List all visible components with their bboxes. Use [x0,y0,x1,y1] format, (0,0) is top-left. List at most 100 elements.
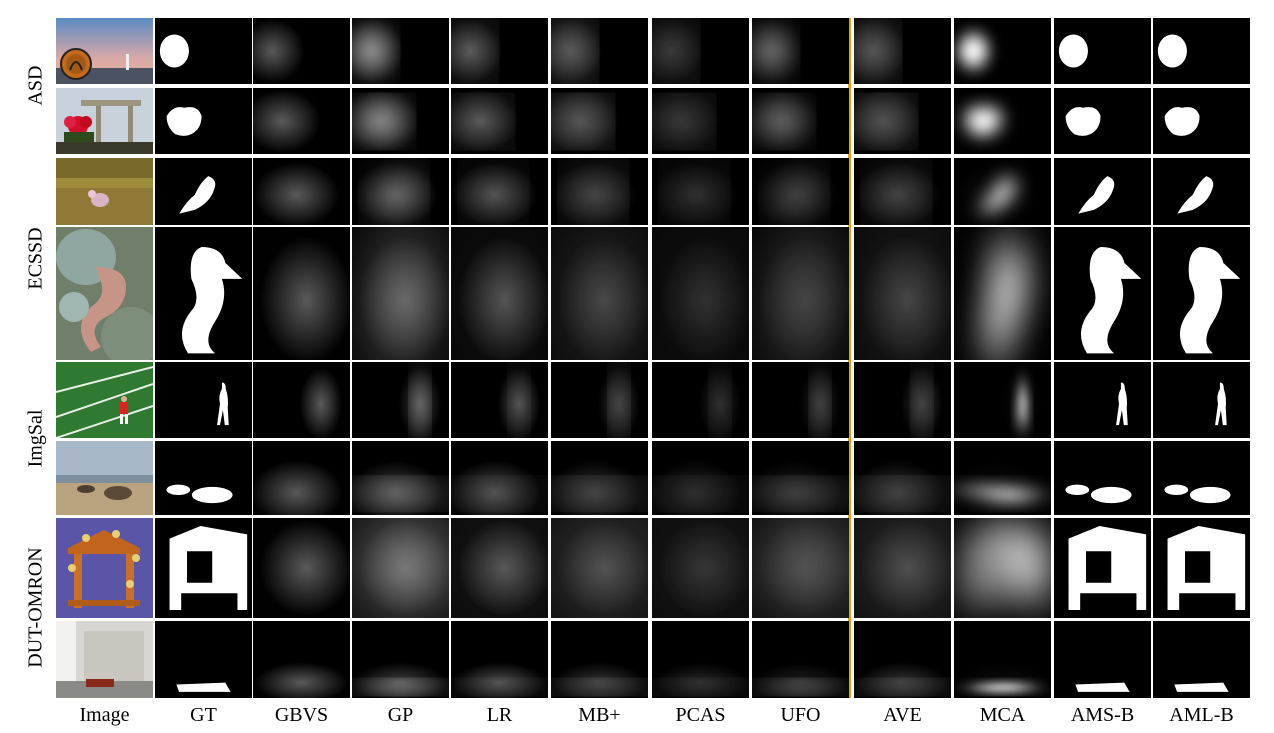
saliency-map-mca [954,362,1051,438]
saliency-map-ave [854,18,951,84]
column-label-gbvs: GBVS [274,704,329,726]
saliency-map-gbvs [253,362,350,438]
saliency-map-pcas [652,18,749,84]
saliency-map-gt [155,88,252,154]
saliency-map-ams-b [1054,158,1151,225]
saliency-map-gp [352,158,449,225]
saliency-map-gt [155,158,252,225]
saliency-map-gp [352,518,449,618]
saliency-map-ave [854,362,951,438]
saliency-map-gbvs [253,158,350,225]
saliency-map-aml-b [1153,362,1250,438]
saliency-map-pcas [652,362,749,438]
saliency-map-lr [451,621,548,698]
saliency-map-ave [854,621,951,698]
saliency-map-ave [854,518,951,618]
saliency-map-ams-b [1054,441,1151,515]
saliency-map-mb- [551,362,648,438]
saliency-map-gbvs [253,518,350,618]
saliency-map-mca [954,441,1051,515]
input-image-red-flower-and-gate [56,88,153,154]
saliency-map-aml-b [1153,621,1250,698]
saliency-map-mca [954,621,1051,698]
saliency-map-ufo [752,362,849,438]
saliency-map-lr [451,441,548,515]
saliency-map-gt [155,362,252,438]
column-label-gp: GP [387,704,414,726]
saliency-map-pcas [652,227,749,360]
input-image-rocks-on-beach [56,441,153,515]
saliency-map-gbvs [253,227,350,360]
saliency-map-mca [954,18,1051,84]
saliency-map-gbvs [253,441,350,515]
column-label-image: Image [79,704,130,726]
saliency-map-pcas [652,441,749,515]
saliency-map-gt [155,18,252,84]
saliency-map-ufo [752,621,849,698]
saliency-map-pcas [652,621,749,698]
saliency-map-ave [854,441,951,515]
saliency-map-mb- [551,88,648,154]
saliency-map-gt [155,621,252,698]
saliency-map-ams-b [1054,621,1151,698]
saliency-map-pcas [652,88,749,154]
saliency-map-ams-b [1054,88,1151,154]
saliency-map-ufo [752,227,849,360]
dataset-label-dut-omron: DUT-OMRON [24,547,47,668]
saliency-map-gt [155,227,252,360]
saliency-map-lr [451,362,548,438]
saliency-map-lr [451,518,548,618]
saliency-map-mb- [551,441,648,515]
saliency-map-mca [954,158,1051,225]
dataset-label-imgsal: ImgSal [24,409,47,467]
saliency-map-gbvs [253,18,350,84]
saliency-map-mb- [551,621,648,698]
column-label-ufo: UFO [780,704,821,726]
saliency-map-gp [352,88,449,154]
saliency-map-gt [155,518,252,618]
saliency-map-ave [854,158,951,225]
saliency-map-lr [451,227,548,360]
dataset-label-asd: ASD [24,65,47,106]
saliency-map-gp [352,18,449,84]
saliency-map-gbvs [253,621,350,698]
saliency-map-lr [451,18,548,84]
column-label-gt: GT [190,704,217,726]
input-image-room-with-bench [56,621,153,698]
saliency-map-mb- [551,518,648,618]
saliency-map-mb- [551,158,648,225]
saliency-map-ufo [752,518,849,618]
column-label-mca: MCA [979,704,1026,726]
saliency-map-mca [954,227,1051,360]
saliency-map-gp [352,227,449,360]
saliency-map-aml-b [1153,158,1250,225]
method-divider-line [848,18,851,698]
saliency-map-pcas [652,158,749,225]
input-image-wooden-arch [56,518,153,618]
saliency-map-aml-b [1153,441,1250,515]
saliency-map-ave [854,227,951,360]
input-image-seahorse [56,227,153,360]
column-label-aml-b: AML-B [1169,704,1234,726]
saliency-map-gp [352,441,449,515]
input-image-sign-at-dusk [56,18,153,84]
saliency-map-ams-b [1054,18,1151,84]
saliency-map-ams-b [1054,518,1151,618]
input-image-bird-on-grass [56,158,153,225]
column-label-lr: LR [486,704,513,726]
saliency-map-pcas [652,518,749,618]
saliency-map-gp [352,362,449,438]
column-label-pcas: PCAS [675,704,726,726]
dataset-label-ecssd: ECSSD [24,227,47,290]
saliency-map-aml-b [1153,227,1250,360]
saliency-map-aml-b [1153,18,1250,84]
column-label-mb-: MB+ [578,704,621,726]
column-label-ams-b: AMS-B [1070,704,1135,726]
saliency-map-ufo [752,88,849,154]
saliency-map-gt [155,441,252,515]
saliency-map-ufo [752,441,849,515]
saliency-map-mb- [551,18,648,84]
saliency-map-lr [451,88,548,154]
saliency-map-gp [352,621,449,698]
